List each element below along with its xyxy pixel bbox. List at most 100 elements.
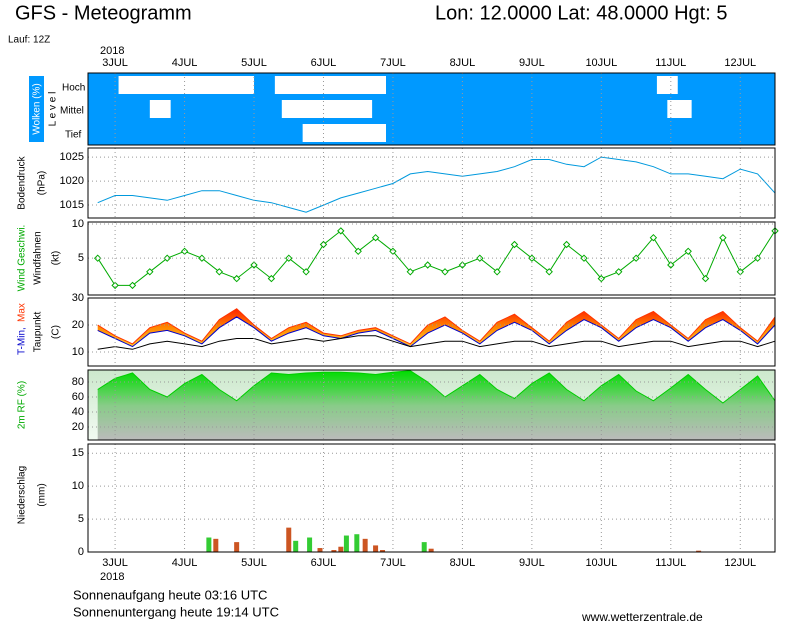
marker [267,274,276,283]
marker [337,227,345,235]
year: 2018 [100,45,124,57]
sunrise: Sonnenaufgang heute 03:16 UTC [73,587,267,602]
marker [719,233,727,242]
x-tick-label: 10JUL [585,57,617,69]
y-tick-label: 15 [72,447,84,459]
x-tick-label: 7JUL [380,557,406,569]
y-label: (hPa) [37,171,48,195]
level-label: Mittel [60,106,84,117]
panel-frame [87,369,776,441]
panel-frame [87,221,776,296]
marker [302,268,310,276]
bar [307,537,313,552]
bar [234,542,240,552]
marker [701,274,710,283]
x-tick-label: 9JUL [519,557,545,569]
run: Lauf: 12Z [8,35,50,46]
bar [206,537,212,552]
marker [562,240,571,249]
y-label: Niederschlag [17,466,28,524]
line [97,316,776,348]
x-tick-label: 6JUL [311,57,337,69]
marker [406,268,415,276]
marker [163,254,171,262]
sunset: Sonnenuntergang heute 19:14 UTC [73,604,279,619]
cloud-block [667,100,692,118]
y-tick-label: 10 [72,346,84,358]
x-tick-label: 8JUL [450,557,476,569]
cloud-block [656,76,678,94]
y-tick-label: 5 [78,513,84,525]
y-tick-label: 1025 [60,151,84,163]
x-tick-label: 11JUL [655,57,686,69]
x-tick-label: 8JUL [450,57,476,69]
marker [215,268,224,276]
y-tick-label: 20 [72,421,84,433]
line [97,156,776,213]
line [97,370,776,404]
marker [510,240,519,249]
area [97,370,775,440]
x-tick-label: 3JUL [102,57,128,69]
y-label: (mm) [37,483,48,506]
bar [343,535,349,552]
marker [458,261,467,269]
marker [180,247,189,256]
y-label: (C) [51,325,62,339]
bar [362,538,368,552]
x-tick-label: 10JUL [585,557,617,569]
marker [111,281,119,290]
x-tick-label: 12JUL [724,557,756,569]
y-tick-label: 20 [72,319,84,331]
panel-frame [87,297,776,367]
marker [493,268,501,276]
marker [128,281,137,290]
level-label: Tief [65,130,82,141]
x-tick-label: 4JUL [172,557,198,569]
marker [614,268,623,276]
y-tick-label: 60 [72,391,84,403]
y-tick-label: 5 [78,252,84,264]
cloud-block [281,100,373,118]
x-tick-label: 9JUL [519,57,545,69]
x-tick-label: 6JUL [311,557,337,569]
x-tick-label: 11JUL [655,557,686,569]
x-tick-label: 5JUL [241,557,267,569]
marker [649,233,658,242]
source: www.wetterzentrale.de [581,610,703,624]
year: 2018 [100,571,124,583]
marker [545,268,553,276]
panel-frame [87,443,776,553]
y-tick-label: 0 [78,546,84,558]
y-tick-label: 1020 [60,175,84,187]
y-label: 2m RF (%) [17,381,28,429]
y-tick-label: 1015 [60,199,84,211]
bar [331,550,337,552]
marker [753,254,762,262]
level-label: Hoch [62,83,85,94]
x-tick-label: 5JUL [241,57,267,69]
y-tick-label: 30 [72,292,84,304]
bar [373,545,379,552]
x-tick-label: 4JUL [172,57,198,69]
location: Lon: 12.0000 Lat: 48.0000 Hgt: 5 [435,2,727,24]
panel-frame [87,72,776,146]
marker [476,254,484,262]
bar [286,527,292,552]
marker [684,247,692,256]
y-label: Windfahnen [33,231,44,284]
marker [667,261,675,269]
bar [421,542,427,552]
marker [146,268,154,276]
marker [250,261,258,269]
marker [93,254,102,262]
bar [428,548,434,552]
marker [319,240,328,249]
x-tick-label: 3JUL [102,557,128,569]
cloud-block [302,124,387,142]
y-label: T-Min, [17,327,28,355]
bar [293,540,299,552]
y-label: Taupunkt [33,311,44,352]
bar [213,538,219,552]
y-label: L e v e l [48,92,59,127]
